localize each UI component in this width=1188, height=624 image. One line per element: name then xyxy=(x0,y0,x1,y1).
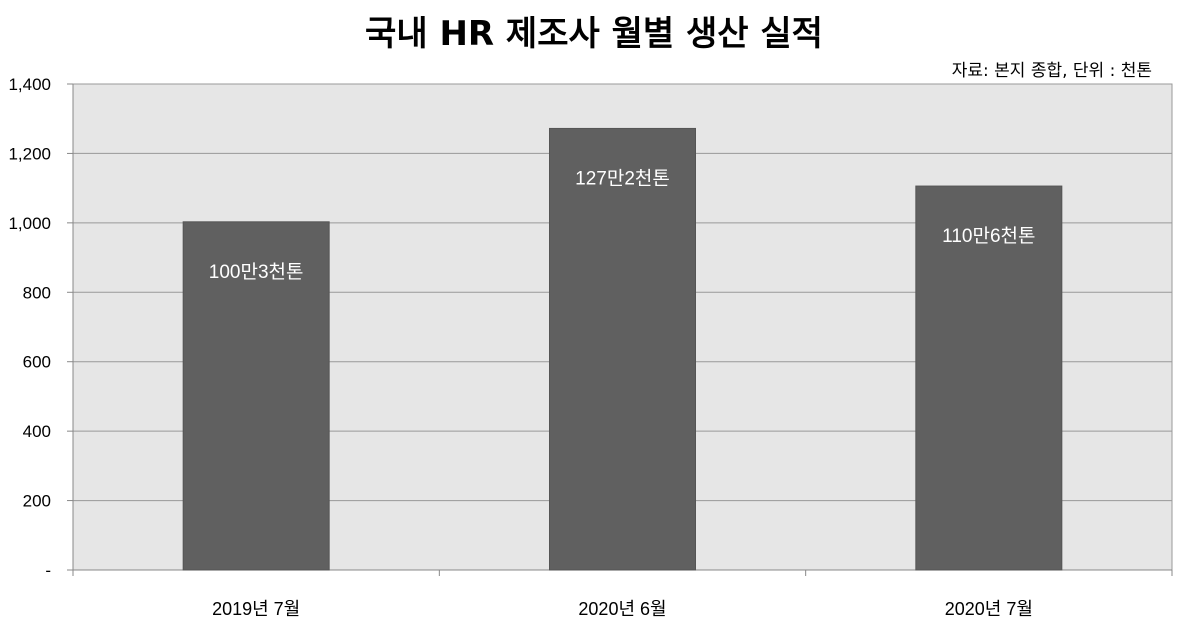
x-tick-label: 2019년 7월 xyxy=(212,599,300,619)
data-label: 100만3천톤 xyxy=(209,261,304,283)
chart-title: 국내 HR 제조사 월별 생산 실적 xyxy=(365,14,823,54)
y-tick-label: - xyxy=(45,561,51,580)
data-label: 110만6천톤 xyxy=(942,225,1035,247)
y-tick-label: 1,000 xyxy=(8,214,51,233)
x-tick-label: 2020년 6월 xyxy=(578,599,666,619)
y-tick-label: 200 xyxy=(23,492,51,511)
y-tick-label: 600 xyxy=(23,353,51,372)
y-tick-label: 800 xyxy=(23,283,51,302)
y-tick-label: 1,200 xyxy=(8,144,51,163)
bar xyxy=(915,185,1063,571)
x-tick-label: 2020년 7월 xyxy=(945,599,1033,619)
y-tick-label: 1,400 xyxy=(8,75,51,94)
bar xyxy=(549,127,696,571)
bar xyxy=(182,221,330,571)
data-label: 127만2천톤 xyxy=(575,167,670,189)
y-tick-label: 400 xyxy=(23,422,51,441)
source-note: 자료: 본지 종합, 단위 : 천톤 xyxy=(951,61,1152,81)
